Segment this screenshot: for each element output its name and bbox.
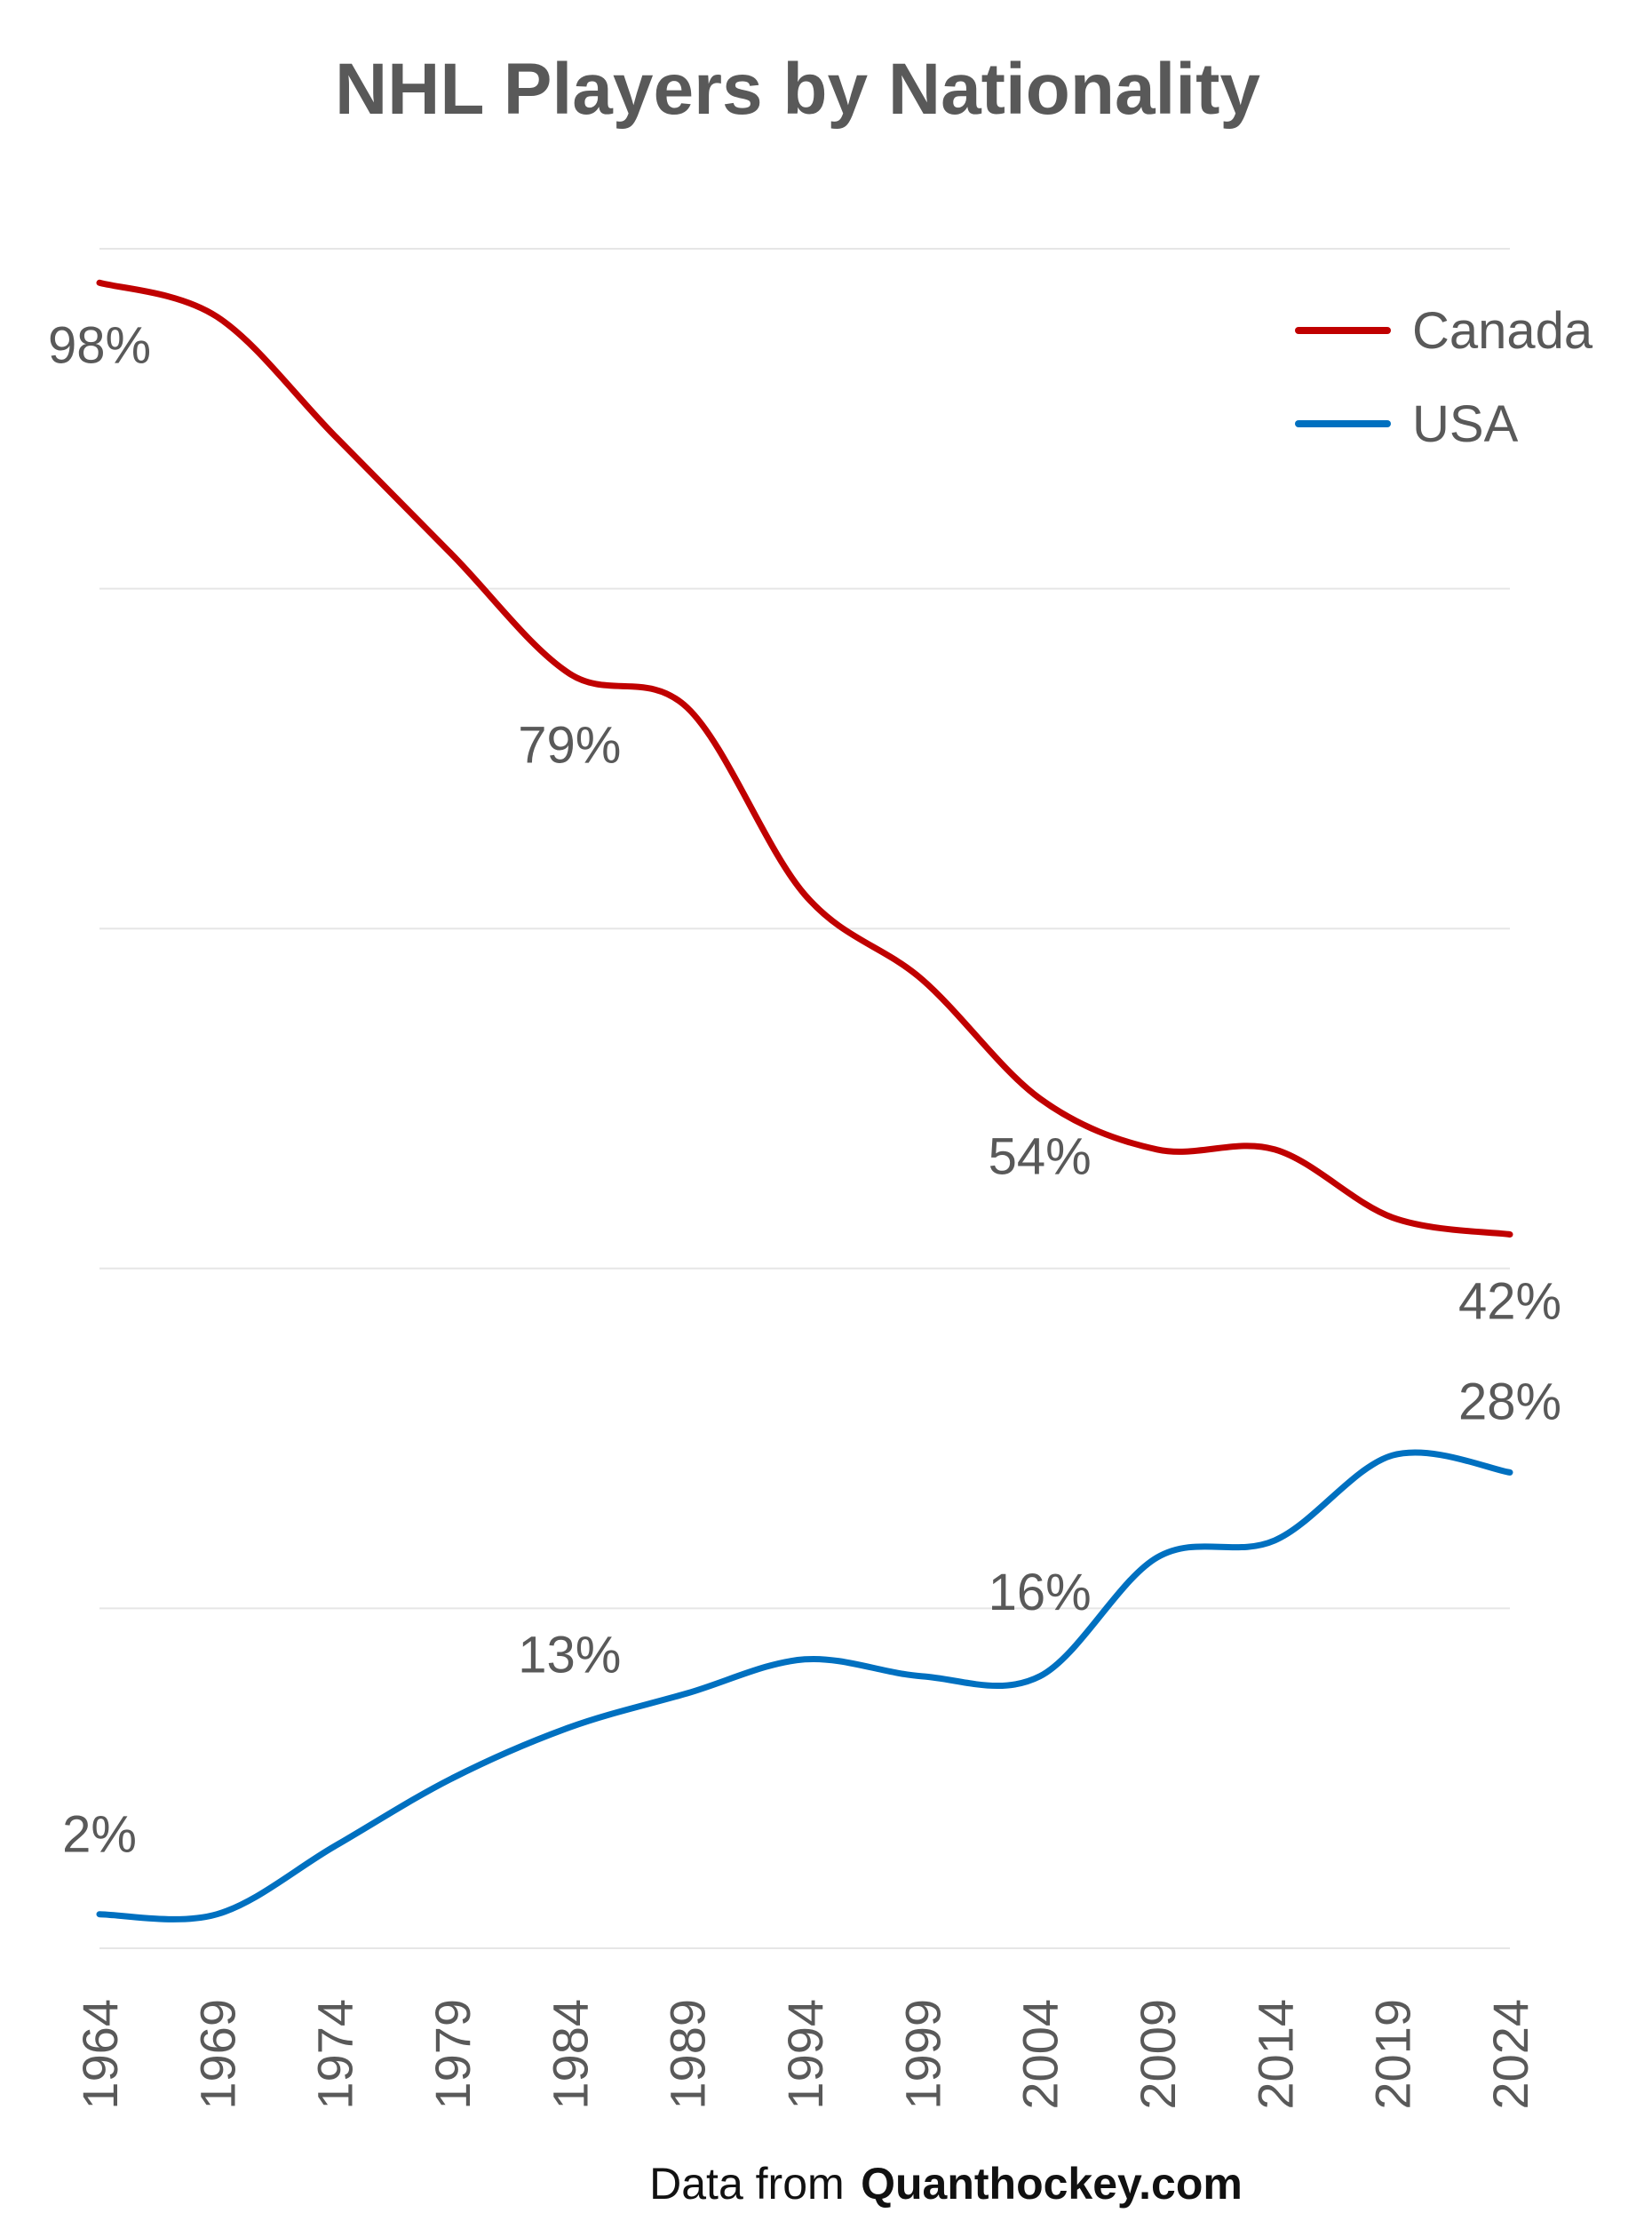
source-brand: Quanthockey.com [861,2159,1243,2209]
legend-label-canada: Canada [1412,302,1593,360]
data-label: 79% [518,716,621,774]
x-tick-label: 1979 [425,1999,481,2110]
x-tick-label: 1964 [72,1999,128,2110]
data-label: 13% [518,1626,621,1684]
data-label: 42% [1458,1273,1561,1331]
x-tick-label: 1984 [542,1999,598,2110]
series-line-canada [96,279,1513,1238]
x-tick-label: 2009 [1130,1999,1186,2110]
series-lines [96,279,1513,1922]
x-axis-ticks: 1964 1969 1974 1979 1984 1989 1994 1999 2004 2009… [72,1999,1538,2110]
data-label: 98% [48,316,151,374]
gridlines [99,248,1510,1949]
x-tick-label: 2024 [1482,1999,1538,2110]
source-prefix: Data from [649,2159,845,2209]
data-label: 54% [989,1128,1092,1186]
data-label: 2% [62,1806,137,1864]
chart-title: NHL Players by Nationality [335,49,1260,130]
x-tick-label: 2019 [1365,1999,1421,2110]
data-label: 28% [1458,1373,1561,1430]
data-label: 16% [989,1564,1092,1621]
source-note: Data from Quanthockey.com [649,2159,1243,2209]
x-tick-label: 1994 [777,1999,833,2110]
data-labels: 98% 79% 54% 42% 2% 13% 16% 28% [48,316,1561,1863]
legend-label-usa: USA [1412,395,1519,453]
series-line-usa [96,1449,1513,1922]
x-tick-label: 1999 [894,1999,950,2110]
x-tick-label: 2004 [1013,1999,1068,2110]
legend: Canada USA [1295,302,1593,453]
x-tick-label: 1969 [189,1999,245,2110]
x-tick-label: 2014 [1247,1999,1303,2110]
x-tick-label: 1989 [660,1999,716,2110]
x-tick-label: 1974 [307,1999,363,2110]
